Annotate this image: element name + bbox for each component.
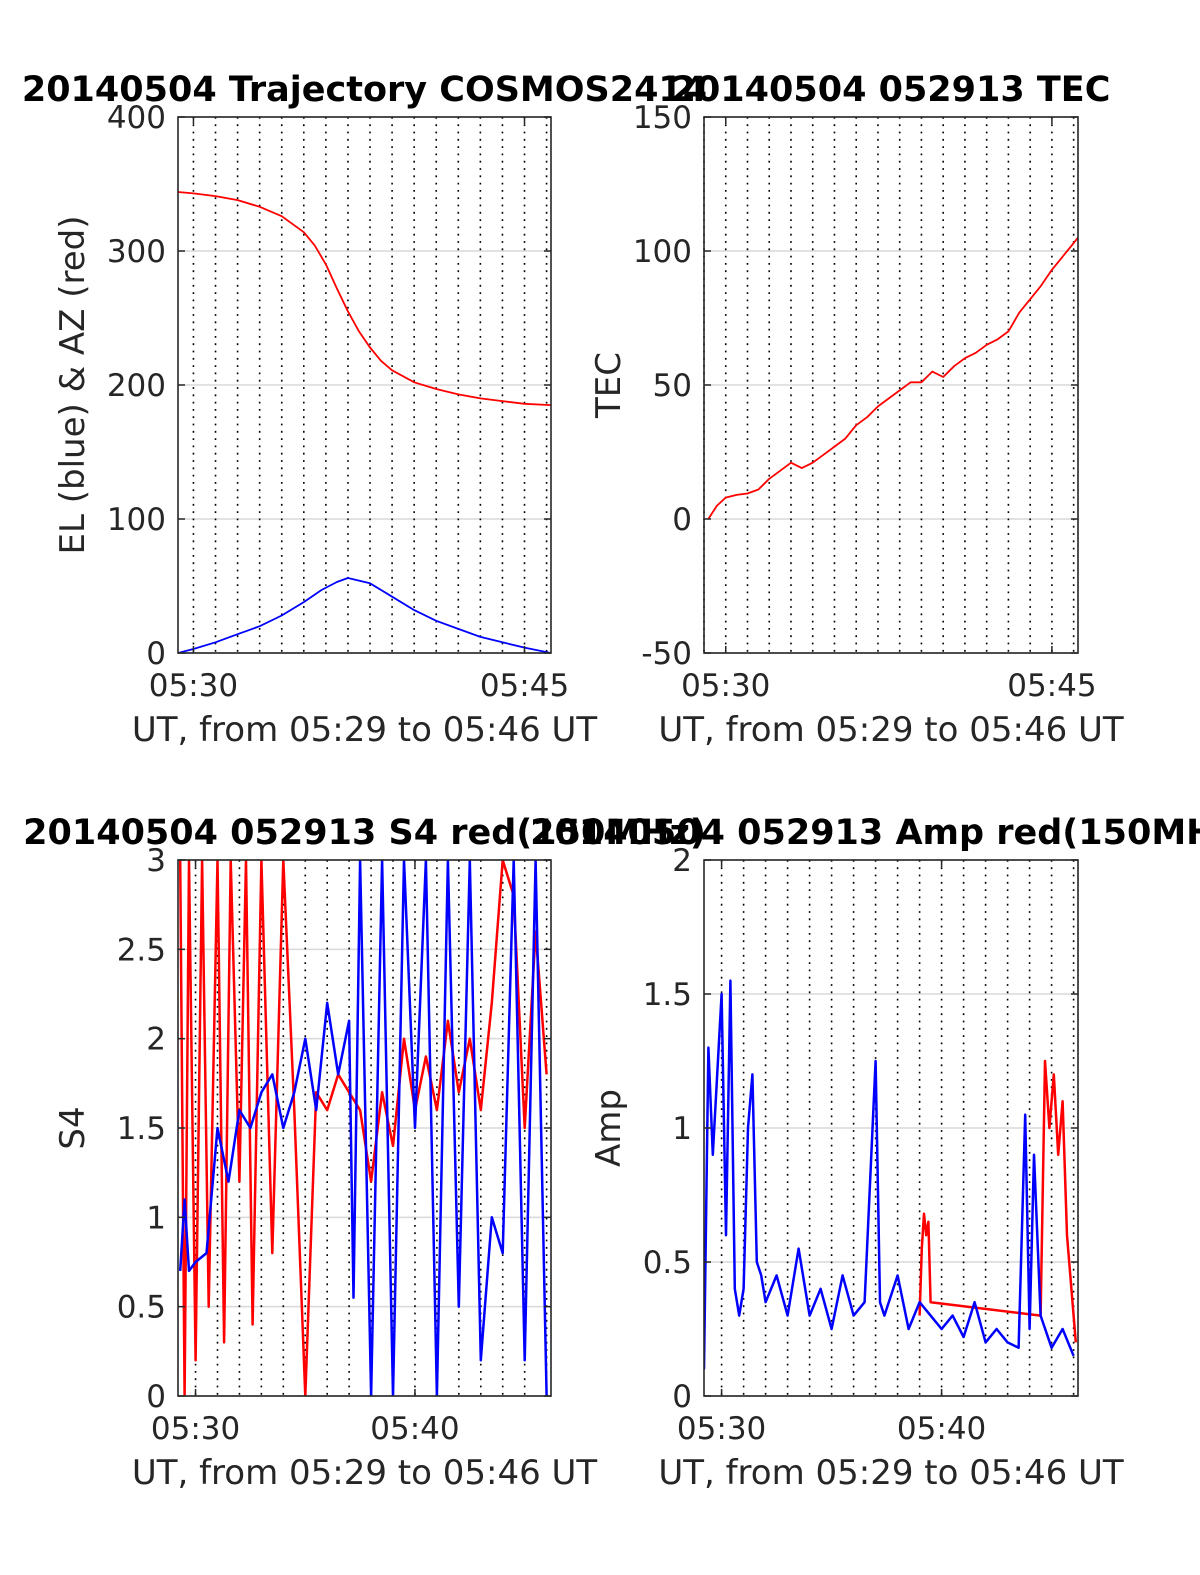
y-axis-label: Amp [589, 1089, 629, 1167]
x-tick-label: 05:45 [1007, 668, 1096, 704]
x-axis-label: UT, from 05:29 to 05:46 UT [132, 1453, 598, 1493]
y-tick-label: 200 [107, 368, 166, 404]
chart-panel-1: 0 100 200 300 400 05:30 05:45 UT, from 05:29 to… [22, 70, 707, 750]
chart-panel-4: 0 0.5 1 1.5 2 05:30 05:40 UT, from 05:29 to 05:… [530, 813, 1200, 1493]
y-axis-label: TEC [589, 352, 629, 419]
y-tick-label: 400 [107, 100, 166, 136]
y-tick-label: 0 [672, 502, 692, 538]
x-tick-label: 05:30 [681, 668, 770, 704]
y-tick-label: 1 [672, 1111, 692, 1147]
y-tick-label: 300 [107, 234, 166, 270]
x-tick-label: 05:40 [897, 1411, 986, 1447]
y-tick-label: 0 [672, 1379, 692, 1415]
x-tick-label: 05:40 [370, 1411, 459, 1447]
y-tick-label: 1 [146, 1200, 166, 1236]
chart-title: 20140504 052913 Amp red(150MHz) [530, 813, 1200, 853]
y-tick-label: 100 [633, 234, 692, 270]
y-tick-label: 0 [146, 636, 166, 672]
chart-title: 20140504 052913 TEC [672, 70, 1111, 110]
series-line-1 [707, 237, 1078, 520]
y-tick-label: 100 [107, 502, 166, 538]
y-tick-label: 2 [146, 1022, 166, 1058]
chart-title: 20140504 Trajectory COSMOS2414 [22, 70, 707, 110]
x-tick-label: 05:30 [677, 1411, 766, 1447]
chart-panel-3: 0 0.5 1 1.5 2 2.5 3 05:30 05:40 UT, from 05:29 to… [23, 813, 706, 1493]
y-tick-label: 2.5 [117, 932, 166, 968]
x-axis-label: UT, from 05:29 to 05:46 UT [658, 710, 1124, 750]
y-tick-label: 0.5 [117, 1290, 166, 1326]
y-tick-label: 0 [146, 1379, 166, 1415]
y-tick-label: 2 [672, 843, 692, 879]
series-line-2 [178, 191, 551, 406]
series-line-1 [178, 577, 551, 653]
series-line-2 [178, 860, 548, 1396]
x-tick-label: 05:30 [149, 668, 238, 704]
y-tick-label: 1.5 [643, 977, 692, 1013]
series-line-2 [704, 979, 1075, 1370]
x-axis-label: UT, from 05:29 to 05:46 UT [132, 710, 598, 750]
y-tick-label: 1.5 [117, 1111, 166, 1147]
series-line-1 [918, 1059, 1078, 1343]
y-tick-label: 150 [633, 100, 692, 136]
y-tick-label: -50 [641, 636, 692, 672]
y-axis-label: S4 [53, 1106, 93, 1149]
x-axis-label: UT, from 05:29 to 05:46 UT [658, 1453, 1124, 1493]
y-tick-label: 50 [653, 368, 692, 404]
x-tick-label: 05:45 [480, 668, 569, 704]
y-axis-label: EL (blue) & AZ (red) [53, 215, 93, 554]
y-tick-label: 3 [146, 843, 166, 879]
chart-panel-2: -50 0 50 100 150 05:30 05:45 UT, from 05:29 to … [589, 70, 1124, 750]
chart-title: 20140504 052913 S4 red(150MHz) [23, 813, 706, 853]
x-tick-label: 05:30 [151, 1411, 240, 1447]
y-tick-label: 0.5 [643, 1245, 692, 1281]
